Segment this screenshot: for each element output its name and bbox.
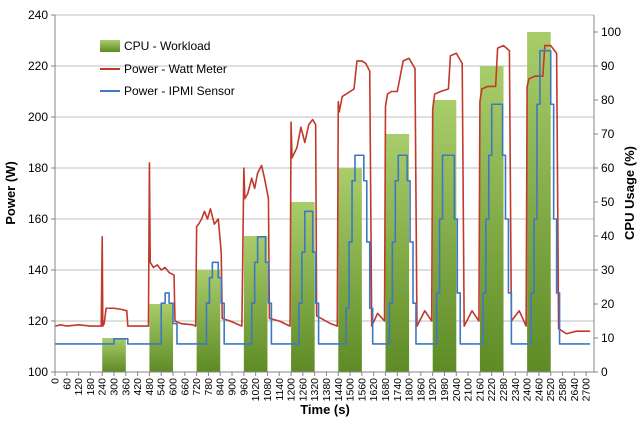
left-y-tick-labels: 100 120 140 160 180 200 220 240: [28, 8, 55, 379]
x-tick-labels: 0 60 120 180 240 300 360 420 480 540 600 660 720 780 8…: [50, 372, 593, 401]
y-tick-label: 200: [28, 110, 48, 124]
x-tick-label: 2700: [581, 378, 593, 402]
x-tick-label: 420: [132, 378, 144, 396]
x-tick-label: 900: [227, 378, 239, 396]
x-tick-label: 1860: [415, 378, 427, 402]
x-tick-label: 960: [238, 378, 250, 396]
x-tick-label: 2340: [510, 378, 522, 402]
cpu-bar: [291, 202, 315, 372]
cpu-bar: [243, 236, 268, 372]
y-axis-title: Power (W): [3, 161, 18, 225]
x-tick-label: 1020: [250, 378, 262, 402]
x-tick-label: 0: [50, 378, 62, 384]
x-tick-label: 1680: [380, 378, 392, 402]
y-tick-label: 220: [28, 59, 48, 73]
x-tick-label: 1980: [439, 378, 451, 402]
x-tick-label: 1560: [356, 378, 368, 402]
x-tick-label: 1500: [345, 378, 357, 402]
legend-label-cpu: CPU - Workload: [124, 39, 210, 53]
x-tick-label: 300: [109, 378, 121, 396]
cpu-bar: [338, 168, 362, 372]
axes: [54, 15, 595, 373]
cpu-bar: [432, 100, 457, 372]
x-tick-label: 780: [203, 378, 215, 396]
x-tick-label: 2280: [498, 378, 510, 402]
plot-area: [55, 15, 594, 372]
x-tick-label: 240: [97, 378, 109, 396]
x-tick-label: 1740: [392, 378, 404, 402]
x-tick-label: 840: [215, 378, 227, 396]
x-tick-label: 1320: [309, 378, 321, 402]
cpu-bar: [479, 66, 504, 372]
cpu-bar: [102, 338, 126, 372]
x-tick-label: 1260: [297, 378, 309, 402]
x-tick-label: 1800: [404, 378, 416, 402]
y-tick-label: 160: [28, 212, 48, 226]
y2-tick-label: 30: [601, 263, 615, 277]
cpu-bar: [527, 32, 551, 372]
y2-tick-label: 100: [601, 25, 621, 39]
watt-meter-line: [54, 44, 591, 335]
y-tick-label: 120: [28, 314, 48, 328]
y2-tick-label: 10: [601, 331, 615, 345]
x-tick-label: 480: [144, 378, 156, 396]
x-tick-label: 1140: [274, 378, 286, 401]
y2-tick-label: 80: [601, 93, 615, 107]
x-tick-label: 2040: [451, 378, 463, 402]
y2-tick-label: 0: [601, 365, 608, 379]
y-tick-label: 140: [28, 263, 48, 277]
y2-tick-label: 50: [601, 195, 615, 209]
x-tick-label: 1200: [286, 378, 298, 402]
x-tick-label: 660: [179, 378, 191, 396]
x-axis-title: Time (s): [300, 402, 350, 417]
y2-tick-label: 70: [601, 127, 615, 141]
ipmi-sensor-line: [55, 49, 591, 345]
y-tick-label: 180: [28, 161, 48, 175]
x-tick-label: 1080: [262, 378, 274, 402]
cpu-bar: [385, 134, 410, 372]
x-tick-label: 60: [61, 378, 73, 390]
legend-swatch-cpu: [100, 40, 120, 52]
y2-tick-label: 20: [601, 297, 615, 311]
x-tick-label: 1920: [427, 378, 439, 402]
cpu-bar: [196, 270, 221, 372]
x-tick-label: 2220: [486, 378, 498, 402]
y2-tick-label: 40: [601, 229, 615, 243]
right-y-tick-labels: 0 10 20 30 40 50 60 70 80 90 100: [594, 25, 621, 379]
x-tick-label: 1440: [333, 378, 345, 402]
legend-label-watt-meter: Power - Watt Meter: [124, 62, 227, 76]
x-tick-label: 2640: [569, 378, 581, 402]
y2-axis-title: CPU Usage (%): [622, 146, 637, 240]
x-tick-label: 120: [73, 378, 85, 396]
x-tick-label: 600: [168, 378, 180, 396]
y2-tick-label: 90: [601, 59, 615, 73]
x-tick-label: 2460: [533, 378, 545, 402]
x-tick-label: 2400: [522, 378, 534, 402]
y-tick-label: 100: [28, 365, 48, 379]
x-tick-label: 1620: [368, 378, 380, 402]
x-tick-label: 720: [191, 378, 203, 396]
x-tick-label: 360: [120, 378, 132, 396]
x-tick-label: 180: [85, 378, 97, 396]
x-tick-label: 1380: [321, 378, 333, 402]
y-tick-label: 240: [28, 8, 48, 22]
legend-label-ipmi-sensor: Power - IPMI Sensor: [124, 84, 235, 98]
x-tick-label: 2160: [474, 378, 486, 402]
legend: CPU - Workload Power - Watt Meter Power …: [100, 39, 235, 98]
x-tick-label: 2100: [463, 378, 475, 402]
power-lines: [54, 44, 591, 345]
x-tick-label: 540: [156, 378, 168, 396]
x-tick-label: 2520: [545, 378, 557, 402]
y2-tick-label: 60: [601, 161, 615, 175]
x-tick-label: 2580: [557, 378, 569, 402]
cpu-bars: [102, 32, 551, 372]
